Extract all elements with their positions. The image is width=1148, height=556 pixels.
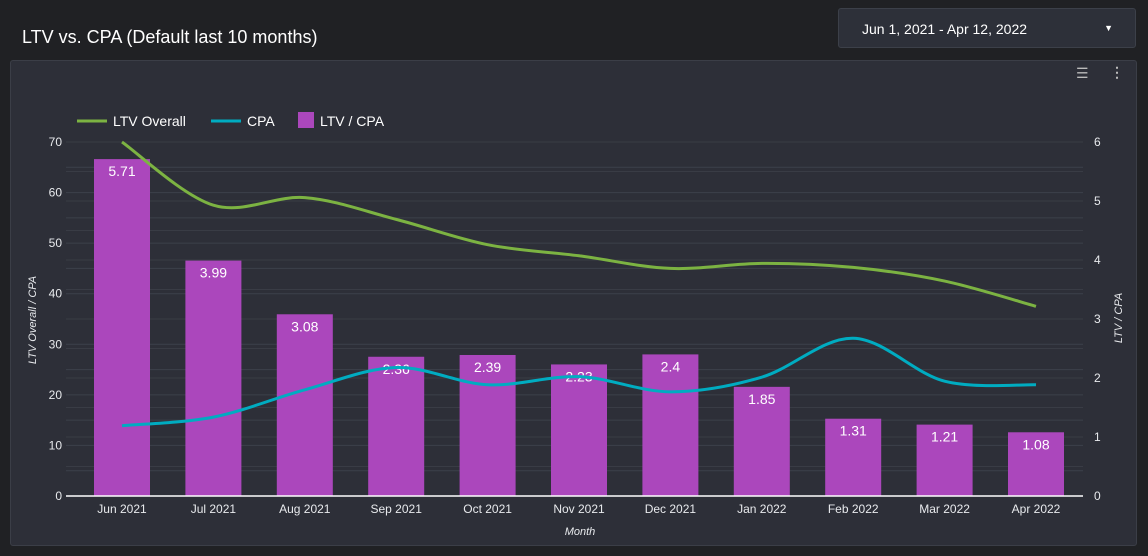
- more-vert-icon[interactable]: ⋮: [1110, 64, 1124, 80]
- y-tick-label: 20: [49, 388, 63, 402]
- date-range-value: Jun 1, 2021 - Apr 12, 2022: [862, 21, 1028, 37]
- x-tick-label: Dec 2021: [645, 502, 697, 516]
- y-tick-label: 40: [49, 287, 63, 301]
- x-tick-label: Feb 2022: [828, 502, 879, 516]
- y2-axis-title: LTV / CPA: [1113, 293, 1125, 343]
- x-tick-label: Sep 2021: [371, 502, 423, 516]
- bar-data-label: 2.39: [474, 359, 501, 375]
- x-tick-label: Jan 2022: [737, 502, 787, 516]
- y-tick-label: 0: [55, 489, 62, 503]
- page-title: LTV vs. CPA (Default last 10 months): [22, 27, 318, 47]
- bar-data-label: 3.08: [291, 318, 318, 334]
- bar-data-label: 5.71: [108, 163, 135, 179]
- caret-down-icon: ▼: [1104, 23, 1113, 33]
- bar-data-label: 1.31: [840, 423, 867, 439]
- y-tick-label: 70: [49, 135, 63, 149]
- bar: [94, 159, 150, 497]
- bar-data-label: 2.4: [661, 358, 681, 374]
- legend-ltv-label: LTV Overall: [113, 113, 186, 129]
- cpa-line: [121, 336, 1037, 428]
- x-tick-label: Oct 2021: [463, 502, 512, 516]
- bar: [733, 386, 790, 496]
- legend-cpa-label: CPA: [247, 113, 275, 129]
- x-tick-label: Apr 2022: [1012, 502, 1061, 516]
- bar-data-label: 1.08: [1022, 436, 1049, 452]
- y-tick-label: 60: [49, 186, 63, 200]
- x-tick-label: Jul 2021: [191, 502, 237, 516]
- y-tick-label: 30: [49, 337, 63, 351]
- bar: [368, 356, 425, 496]
- bar-data-label: 1.21: [931, 429, 958, 445]
- bar: [185, 260, 242, 496]
- x-tick-label: Nov 2021: [553, 502, 605, 516]
- bar: [825, 418, 882, 496]
- legend-ratio-label: LTV / CPA: [320, 113, 385, 129]
- x-axis-title: Month: [565, 526, 596, 538]
- x-tick-label: Aug 2021: [279, 502, 331, 516]
- y2-tick-label: 2: [1094, 371, 1101, 385]
- y2-tick-label: 0: [1094, 489, 1101, 503]
- y2-tick-label: 4: [1094, 253, 1101, 267]
- x-tick-label: Mar 2022: [919, 502, 970, 516]
- y-axis-title: LTV Overall / CPA: [27, 276, 39, 364]
- date-range-picker[interactable]: Jun 1, 2021 - Apr 12, 2022 ▼: [838, 8, 1136, 48]
- filter-icon[interactable]: ☰: [1076, 65, 1089, 81]
- bar-data-label: 3.99: [200, 265, 227, 281]
- y2-tick-label: 1: [1094, 430, 1101, 444]
- bar: [551, 364, 607, 496]
- y-tick-label: 50: [49, 236, 63, 250]
- y2-tick-label: 3: [1094, 312, 1101, 326]
- y2-tick-label: 6: [1094, 135, 1101, 149]
- bar: [642, 354, 699, 496]
- bar: [1008, 432, 1064, 496]
- bar: [459, 354, 516, 496]
- y2-tick-label: 5: [1094, 194, 1101, 208]
- x-tick-label: Jun 2021: [97, 502, 147, 516]
- bar-data-label: 1.85: [748, 391, 775, 407]
- ltv-line: [121, 140, 1037, 308]
- bar: [916, 424, 973, 496]
- bar: [276, 314, 333, 496]
- y-tick-label: 10: [49, 438, 63, 452]
- legend-ratio-swatch: [298, 112, 314, 128]
